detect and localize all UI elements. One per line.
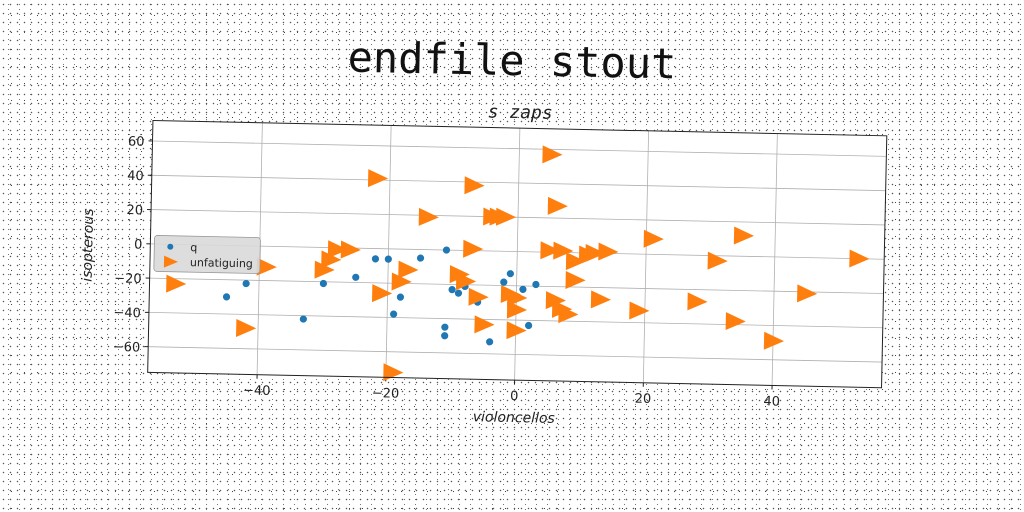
data-point-unfatiguing: [340, 240, 361, 259]
data-point-unfatiguing: [797, 284, 818, 303]
data-point-unfatiguing: [849, 249, 870, 268]
legend-box: [153, 235, 261, 274]
data-point-unfatiguing: [383, 363, 404, 382]
data-point-unfatiguing: [455, 272, 477, 291]
data-point-unfatiguing: [391, 272, 412, 291]
data-point-unfatiguing: [495, 207, 517, 226]
data-point-q: [396, 293, 405, 301]
data-point-unfatiguing: [463, 239, 484, 258]
data-point-unfatiguing: [398, 260, 419, 279]
data-point-unfatiguing: [506, 300, 528, 319]
data-point-unfatiguing: [474, 315, 495, 334]
y-gridline: [151, 209, 885, 226]
data-point-unfatiguing: [565, 252, 587, 271]
data-point-unfatiguing: [725, 312, 746, 331]
data-point-unfatiguing: [314, 260, 335, 279]
x-tick-label: 0: [510, 389, 519, 404]
legend-label-unfatiguing: unfatiguing: [190, 256, 253, 270]
y-tick-label: 60: [128, 135, 145, 150]
axes-frame: [147, 119, 888, 389]
x-gridline: [514, 128, 521, 381]
data-point-q: [242, 279, 250, 288]
data-point-unfatiguing: [643, 229, 664, 248]
data-point-unfatiguing: [547, 196, 568, 215]
data-point-q: [416, 254, 425, 262]
data-point-unfatiguing: [598, 242, 619, 261]
data-point-unfatiguing: [733, 226, 755, 245]
data-point-q: [319, 279, 328, 288]
x-tick-label: −40: [243, 383, 271, 399]
y-gridline: [150, 243, 885, 260]
data-point-q: [441, 323, 449, 331]
data-point-unfatiguing: [553, 241, 574, 260]
y-axis-label: isopterous: [80, 208, 98, 282]
data-point-q: [486, 338, 494, 346]
y-gridline: [148, 346, 883, 363]
data-point-unfatiguing: [590, 290, 611, 309]
data-point-unfatiguing: [507, 288, 528, 307]
data-point-unfatiguing: [506, 321, 527, 340]
data-point-unfatiguing: [166, 274, 187, 293]
data-point-unfatiguing: [256, 257, 277, 276]
data-point-q: [500, 278, 508, 286]
data-point-q: [441, 332, 449, 340]
y-tick-label: 20: [126, 203, 143, 218]
x-tick-label: 40: [763, 394, 780, 409]
legend-marker-q: [167, 243, 174, 250]
data-point-q: [532, 280, 540, 289]
data-point-unfatiguing: [327, 240, 349, 259]
x-axis-label: violoncellos: [473, 409, 555, 427]
y-gridline: [151, 174, 886, 192]
legend-label-q: q: [190, 241, 197, 254]
x-gridline: [385, 125, 392, 378]
data-point-unfatiguing: [585, 243, 606, 262]
data-point-q: [448, 286, 456, 294]
data-point-unfatiguing: [707, 251, 728, 270]
x-tick-label: 20: [635, 392, 652, 407]
y-gridline: [152, 140, 887, 157]
data-point-q: [525, 321, 533, 330]
data-point-unfatiguing: [464, 176, 485, 195]
y-tick-label: 0: [134, 238, 143, 253]
data-point-q: [384, 255, 392, 263]
data-point-q: [442, 246, 451, 254]
y-tick-label: −60: [113, 340, 141, 356]
x-gridline: [642, 130, 650, 383]
y-gridline: [148, 312, 883, 329]
data-point-q: [519, 285, 527, 293]
y-tick-label: 40: [127, 169, 144, 184]
data-point-q: [352, 273, 360, 281]
legend-marker-unfatiguing: [163, 255, 178, 268]
data-point-unfatiguing: [545, 291, 566, 310]
data-point-unfatiguing: [542, 145, 563, 164]
x-tick-label: −20: [372, 386, 400, 402]
y-tick-label: −20: [114, 271, 142, 287]
data-point-unfatiguing: [629, 301, 650, 320]
data-point-unfatiguing: [763, 331, 785, 350]
data-point-unfatiguing: [540, 241, 561, 260]
data-point-unfatiguing: [367, 169, 389, 188]
data-point-unfatiguing: [371, 284, 393, 303]
data-point-q: [299, 315, 307, 323]
y-gridline: [149, 277, 884, 294]
data-point-unfatiguing: [687, 292, 708, 311]
axes-title: s zaps: [487, 101, 552, 123]
data-point-unfatiguing: [558, 305, 579, 324]
data-point-unfatiguing: [468, 287, 489, 306]
data-point-unfatiguing: [236, 318, 257, 337]
data-point-unfatiguing: [321, 250, 342, 269]
data-point-q: [371, 255, 380, 263]
data-point-unfatiguing: [565, 270, 586, 289]
data-point-q: [454, 289, 463, 297]
data-point-q: [506, 270, 514, 278]
y-tick-label: −40: [113, 306, 141, 322]
data-point-unfatiguing: [418, 207, 439, 226]
data-point-q: [390, 310, 398, 318]
axes: −40 −20 0 20 40 −60 −40 −20 0 20 40 60 s zaps violonc…: [80, 101, 888, 427]
data-point-q: [222, 293, 231, 301]
